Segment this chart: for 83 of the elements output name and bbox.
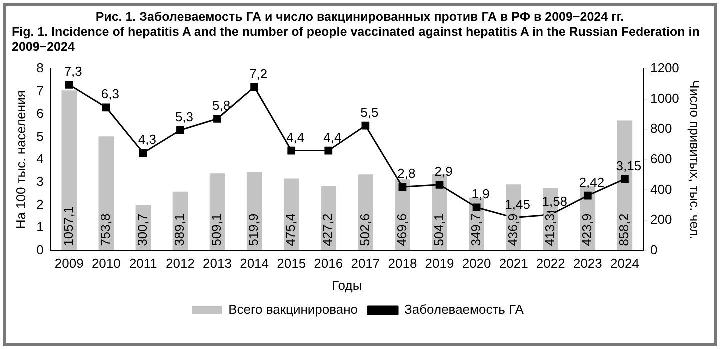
- x-tick-label: 2017: [351, 256, 380, 272]
- y2-axis-title: Число привитых, тыс. чел.: [688, 80, 703, 240]
- y2-tick-label: 1000: [650, 90, 680, 106]
- x-axis-title: Годы: [332, 278, 362, 293]
- data-label: 1,45: [505, 196, 530, 212]
- data-label: 753,8: [98, 214, 113, 246]
- x-tick-label: 2012: [166, 256, 195, 272]
- x-tick-label: 2022: [536, 256, 566, 272]
- point: [176, 126, 184, 134]
- x-tick-label: 2010: [92, 256, 121, 272]
- legend-label: Всего вакцинировано: [228, 302, 358, 318]
- point: [398, 183, 407, 192]
- y2-tick-label: 600: [650, 151, 672, 166]
- y-tick-label: 7: [36, 83, 44, 98]
- data-label: 504,1: [431, 214, 446, 246]
- data-label: 858,2: [616, 214, 632, 246]
- y-tick-label: 5: [36, 128, 44, 144]
- y-tick-label: 2: [36, 196, 44, 212]
- data-label: 423,9: [579, 214, 594, 246]
- data-label: 2,9: [434, 164, 453, 179]
- y-axis-title: На 100 тыс. населения: [13, 90, 28, 230]
- data-label: 5,5: [360, 104, 379, 120]
- data-label: 3,15: [616, 158, 642, 174]
- point: [436, 180, 444, 189]
- x-tick-label: 2019: [425, 256, 454, 272]
- x-tick-label: 2009: [54, 256, 84, 272]
- data-label: 502,6: [357, 214, 372, 246]
- y-tick-label: 1: [36, 220, 44, 235]
- data-label: 5,8: [212, 98, 231, 114]
- data-label: 389,1: [172, 214, 188, 246]
- data-label: 1057,1: [60, 206, 76, 246]
- point: [324, 146, 333, 155]
- data-label: 300,7: [135, 214, 150, 246]
- x-tick-label: 2016: [314, 256, 344, 272]
- data-label: 1,58: [542, 194, 568, 209]
- point: [621, 175, 629, 184]
- data-label: 5,3: [175, 109, 194, 124]
- point: [250, 83, 258, 92]
- data-label: 4,4: [286, 130, 305, 145]
- x-tick-label: 2011: [129, 256, 158, 272]
- data-label: 475,4: [283, 214, 298, 246]
- y-tick-label: 0: [36, 242, 44, 258]
- data-label: 349,7: [468, 214, 484, 246]
- x-tick-label: 2023: [573, 256, 602, 272]
- data-label: 4,4: [324, 130, 342, 145]
- data-label: 7,2: [250, 66, 268, 82]
- chart-title: Рис. 1. Заболеваемость ГА и число вакцинированных против ГА в РФ в 2009−2024 гг.: [94, 9, 626, 25]
- point: [140, 149, 148, 158]
- data-label: 6,3: [101, 86, 120, 102]
- y2-tick-label: 800: [650, 121, 672, 136]
- x-tick-label: 2021: [499, 256, 528, 272]
- data-label: 469,6: [394, 214, 410, 246]
- data-label: 2,42: [579, 174, 605, 190]
- data-label: 427,2: [320, 214, 336, 246]
- x-tick-label: 2013: [203, 256, 232, 272]
- point: [362, 122, 370, 130]
- x-tick-label: 2020: [462, 256, 492, 272]
- data-label: 2,8: [398, 166, 416, 182]
- x-tick-label: 2024: [610, 256, 640, 272]
- point: [214, 115, 222, 123]
- y-tick-label: 6: [36, 106, 44, 122]
- y2-tick-label: 200: [650, 212, 672, 228]
- data-label: 4,3: [138, 132, 156, 148]
- y-tick-label: 8: [36, 60, 44, 76]
- y2-tick-label: 400: [650, 182, 672, 197]
- x-tick-label: 2014: [240, 256, 270, 272]
- data-label: 509,1: [209, 214, 224, 246]
- data-label: 519,9: [246, 214, 262, 246]
- point: [472, 204, 481, 212]
- point: [65, 80, 74, 89]
- y-tick-label: 3: [36, 174, 44, 190]
- legend-label: Заболеваемость ГА: [404, 302, 524, 318]
- x-tick-label: 2018: [388, 256, 418, 272]
- chart-subtitle: Fig. 1. Incidence of hepatitis A and the number of people vaccinated against hepatitis A in the Russian Federation in 2009−2024: [11, 25, 701, 55]
- y2-tick-label: 1200: [650, 60, 680, 76]
- data-label: 7,3: [64, 64, 82, 79]
- point: [102, 104, 110, 112]
- x-tick-label: 2015: [277, 256, 306, 272]
- y-tick-label: 4: [36, 151, 44, 166]
- y2-tick-label: 0: [650, 242, 658, 258]
- point: [288, 146, 296, 155]
- data-label: 1,9: [472, 186, 490, 202]
- point: [584, 192, 592, 200]
